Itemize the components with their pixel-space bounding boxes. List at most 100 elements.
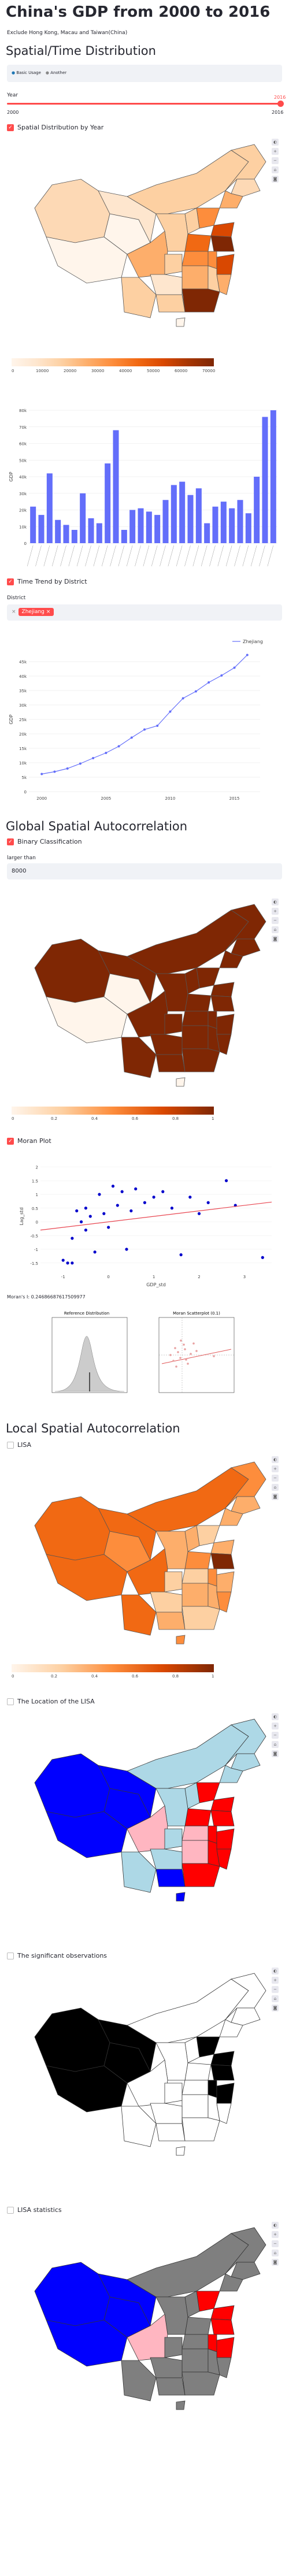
larger-than-input[interactable]: 8000	[7, 863, 282, 879]
camera-icon[interactable]: ◙	[272, 1750, 279, 1757]
province-hubei	[181, 251, 209, 266]
checkbox-icon[interactable]	[7, 1137, 14, 1145]
home-icon[interactable]: ⌂	[272, 2250, 279, 2256]
data-point	[93, 1250, 97, 1254]
province-fujian	[216, 274, 232, 295]
zoom-in-icon[interactable]: +	[272, 1465, 279, 1472]
x-tick-mark	[60, 545, 66, 567]
y-axis-label: Lag_std	[19, 1208, 24, 1226]
lisa-location-checkbox[interactable]: The Location of the LISA	[7, 1698, 95, 1705]
zoom-out-icon[interactable]: −	[272, 917, 279, 924]
province-tibet	[46, 236, 128, 284]
data-point	[130, 736, 133, 739]
larger-than-label: larger than	[7, 855, 36, 861]
palette-icon[interactable]: ◐	[272, 1968, 279, 1974]
data-point	[75, 1209, 79, 1213]
zoom-in-icon[interactable]: +	[272, 148, 279, 155]
checkbox-icon[interactable]	[7, 1952, 14, 1959]
y-tick-label: 70k	[19, 425, 27, 430]
district-multiselect[interactable]: × Zhejiang ×	[7, 604, 282, 621]
spatial-distribution-checkbox[interactable]: Spatial Distribution by Year	[7, 124, 103, 131]
home-icon[interactable]: ⌂	[272, 1741, 279, 1748]
y-tick-label: 0	[36, 1220, 38, 1225]
data-point	[120, 1190, 124, 1193]
home-icon[interactable]: ⌂	[272, 1484, 279, 1491]
province-shandong	[210, 2051, 235, 2066]
x-tick-mark	[259, 545, 265, 567]
section-heading-local: Local Spatial Autocorrelation	[6, 1421, 180, 1435]
bar	[55, 519, 61, 543]
map-lisa-statistics	[34, 2227, 266, 2410]
bar	[270, 410, 276, 543]
data-point	[194, 690, 197, 693]
zoom-out-icon[interactable]: −	[272, 1475, 279, 1482]
camera-icon[interactable]: ◙	[272, 936, 279, 942]
home-icon[interactable]: ⌂	[272, 926, 279, 933]
data-point	[88, 1215, 92, 1218]
camera-icon[interactable]: ◙	[272, 1493, 279, 1500]
zoom-in-icon[interactable]: +	[272, 2231, 279, 2238]
zoom-in-icon[interactable]: +	[272, 1977, 279, 1984]
moran-plot-checkbox[interactable]: Moran Plot	[7, 1137, 51, 1145]
home-icon[interactable]: ⌂	[272, 166, 279, 173]
province-guangxi	[155, 294, 186, 313]
map5-toolbar: ◐ + − ⌂ ◙	[272, 1968, 279, 2011]
palette-icon[interactable]: ◐	[272, 2222, 279, 2229]
palette-icon[interactable]: ◐	[272, 139, 279, 146]
zoom-out-icon[interactable]: −	[272, 1986, 279, 1993]
bar	[154, 515, 161, 543]
camera-icon[interactable]: ◙	[272, 2005, 279, 2011]
section-heading-global: Global Spatial Autocorrelation	[6, 819, 188, 833]
checkbox-icon[interactable]	[7, 124, 14, 131]
x-tick-mark	[192, 545, 199, 567]
checkbox-icon[interactable]	[7, 578, 14, 585]
series-line-zhejiang	[42, 655, 248, 775]
data-point	[98, 1193, 101, 1196]
section-heading-spatial-time: Spatial/Time Distribution	[6, 44, 156, 58]
zoom-out-icon[interactable]: −	[272, 1732, 279, 1739]
moran-mini-points	[169, 1339, 215, 1368]
province-tibet	[46, 2319, 128, 2367]
tab-another[interactable]: ● Another	[45, 70, 67, 75]
palette-icon[interactable]: ◐	[272, 1456, 279, 1463]
zoom-in-icon[interactable]: +	[272, 1723, 279, 1729]
x-tick-mark	[118, 545, 125, 567]
zoom-out-icon[interactable]: −	[272, 157, 279, 164]
y-tick-label: 50k	[19, 458, 27, 463]
bar	[171, 485, 177, 543]
bar	[262, 417, 268, 543]
checkbox-icon[interactable]	[7, 1698, 14, 1705]
x-tick-mark	[110, 545, 116, 567]
lisa-checkbox[interactable]: LISA	[7, 1441, 31, 1449]
province-hunan	[181, 2348, 209, 2373]
province-guangdong	[181, 1606, 220, 1630]
home-icon[interactable]: ⌂	[272, 1995, 279, 2002]
camera-icon[interactable]: ◙	[272, 176, 279, 183]
checkbox-icon[interactable]	[7, 1441, 14, 1449]
lisa-statistics-checkbox[interactable]: LISA statistics	[7, 2206, 62, 2214]
checkbox-icon[interactable]	[7, 2206, 14, 2214]
tab-basic-usage[interactable]: ● Basic Usage	[12, 70, 41, 75]
palette-icon[interactable]: ◐	[272, 1713, 279, 1720]
colorbar-tick: 0.8	[172, 1674, 179, 1679]
colorbar-tick: 0	[12, 369, 14, 373]
zoom-in-icon[interactable]: +	[272, 908, 279, 915]
year-slider-track[interactable]	[7, 103, 281, 105]
district-label: District	[7, 595, 26, 601]
palette-icon[interactable]: ◐	[272, 899, 279, 905]
camera-icon[interactable]: ◙	[272, 2259, 279, 2266]
y-axis-label: GDP	[9, 714, 14, 724]
zoom-out-icon[interactable]: −	[272, 2240, 279, 2247]
year-slider-handle[interactable]	[277, 101, 284, 107]
bar	[162, 500, 169, 543]
data-point	[111, 1185, 115, 1188]
bar	[220, 502, 227, 543]
checkbox-icon[interactable]	[7, 838, 14, 845]
district-chip[interactable]: Zhejiang ×	[18, 608, 54, 616]
binary-classification-checkbox[interactable]: Binary Classification	[7, 838, 82, 845]
line-chart-district-trend: 0 5k 10k 15k 20k 25k 30k 35k 40k 45k 2000 2005 2010 2…	[9, 639, 263, 801]
significant-observations-checkbox[interactable]: The significant observations	[7, 1952, 107, 1959]
map-gdp-by-province	[34, 144, 266, 327]
time-trend-checkbox[interactable]: Time Trend by District	[7, 578, 87, 585]
reference-and-moran-scatterplots: Reference Distribution Moran Scatterplot…	[51, 1311, 235, 1393]
